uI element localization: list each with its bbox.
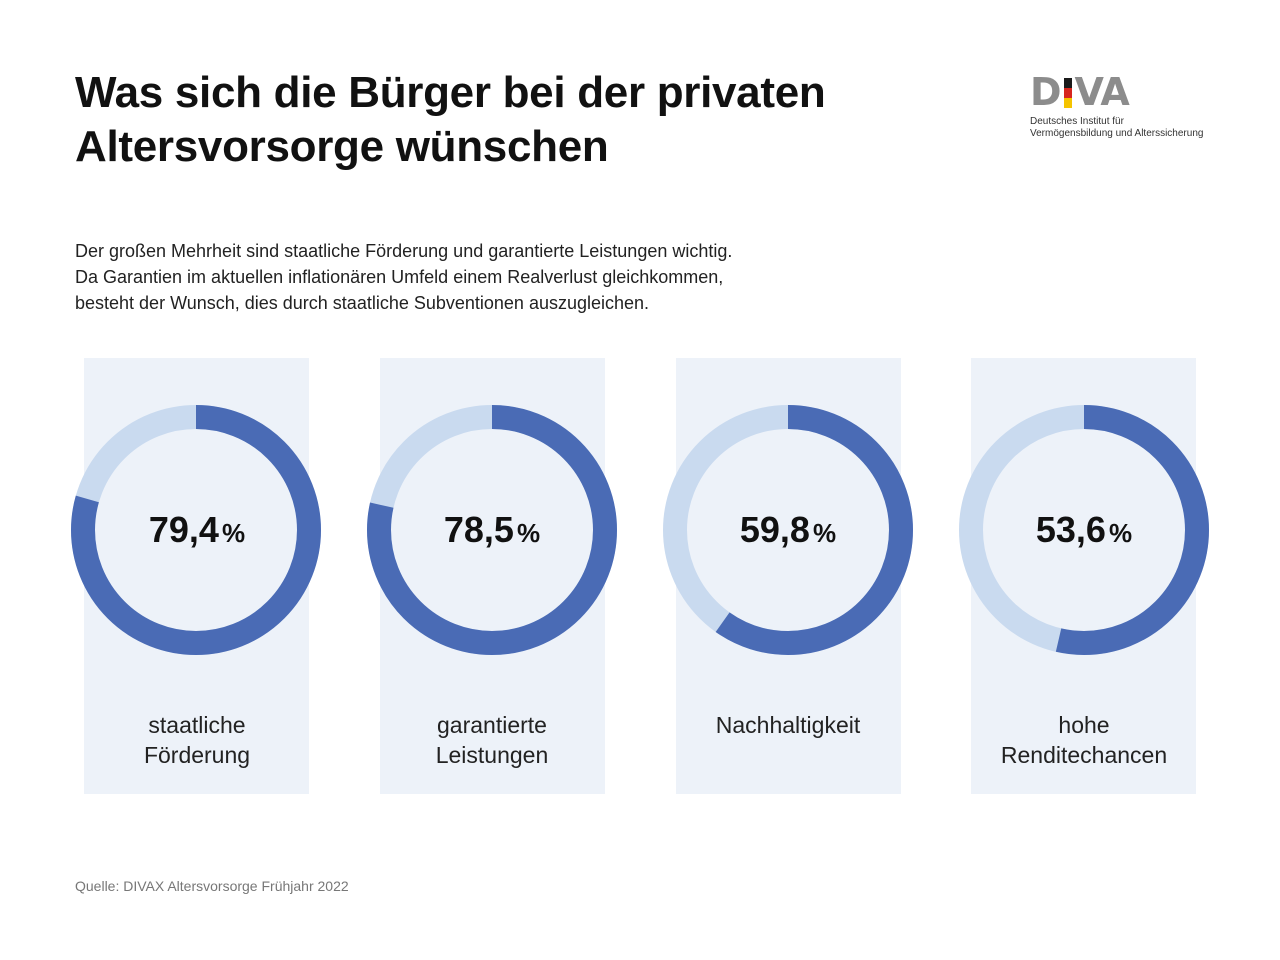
- logo-letters-va: VA: [1074, 70, 1130, 114]
- source-note: Quelle: DIVAX Altersvorsorge Frühjahr 20…: [75, 878, 349, 894]
- donut-label-1: staatliche Förderung: [72, 710, 322, 770]
- value-unit: %: [516, 518, 541, 548]
- label-line: hohe: [1058, 712, 1110, 738]
- flag-black: [1063, 78, 1072, 88]
- label-line: Renditechancen: [1000, 742, 1168, 768]
- subtitle-line-3: besteht der Wunsch, dies durch staatlich…: [75, 293, 650, 313]
- donut-arc-4: [959, 405, 1209, 655]
- subtitle-line-1: Der großen Mehrheit sind staatliche Förd…: [75, 241, 733, 261]
- donut-label-4: hohe Renditechancen: [959, 710, 1209, 770]
- value-number: 78,5: [443, 509, 514, 550]
- value-unit: %: [221, 518, 246, 548]
- label-line: Leistungen: [435, 742, 549, 768]
- donut-value-3: 59,8%: [663, 505, 913, 558]
- subtitle-line-2: Da Garantien im aktuellen inflationären …: [75, 267, 724, 287]
- logo-sub-line-1: Deutsches Institut für: [1030, 116, 1124, 127]
- label-line: staatliche: [148, 712, 246, 738]
- flag-gold: [1063, 98, 1072, 108]
- flag-red: [1063, 88, 1072, 98]
- donut-arc-1: [71, 405, 321, 655]
- value-unit: %: [1108, 518, 1133, 548]
- title-line-1: Was sich die Bürger bei der privaten: [75, 68, 826, 117]
- donut-arc-2: [367, 405, 617, 655]
- logo-sub-line-2: Vermögensbildung und Alterssicherung: [1030, 128, 1204, 139]
- flag-i-icon: [1063, 78, 1072, 108]
- logo-subtitle: Deutsches Institut für Vermögensbildung …: [1030, 116, 1230, 140]
- page-subtitle: Der großen Mehrheit sind staatliche Förd…: [75, 238, 875, 316]
- label-line: garantierte: [437, 712, 547, 738]
- donut-label-3: Nachhaltigkeit: [663, 710, 913, 740]
- donut-value-1: 79,4%: [72, 505, 322, 558]
- donut-label-2: garantierte Leistungen: [367, 710, 617, 770]
- title-line-2: Altersvorsorge wünschen: [75, 122, 609, 171]
- logo-mark: D VA: [1030, 70, 1230, 114]
- logo-letter-d: D: [1030, 70, 1062, 114]
- page-title: Was sich die Bürger bei der privaten Alt…: [75, 66, 895, 174]
- donut-arc-3: [663, 405, 913, 655]
- label-line: Förderung: [143, 742, 251, 768]
- value-number: 53,6: [1035, 509, 1106, 550]
- label-line: Nachhaltigkeit: [715, 712, 861, 738]
- donut-value-4: 53,6%: [959, 505, 1209, 558]
- value-unit: %: [812, 518, 837, 548]
- value-number: 79,4: [148, 509, 219, 550]
- diva-logo: D VA Deutsches Institut für Vermögensbil…: [1030, 70, 1230, 140]
- donut-value-2: 78,5%: [367, 505, 617, 558]
- value-number: 59,8: [739, 509, 810, 550]
